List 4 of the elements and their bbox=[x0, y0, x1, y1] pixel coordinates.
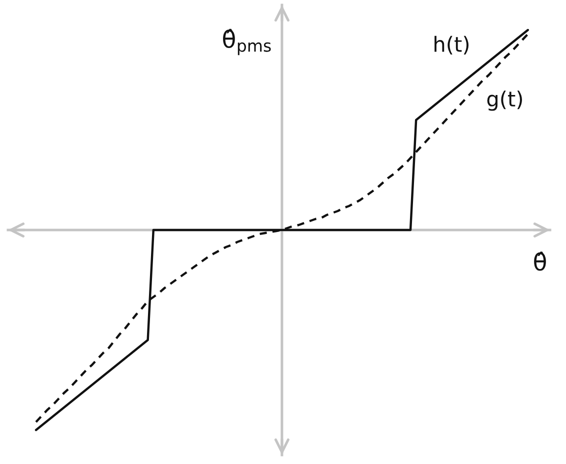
series-label: h(t) bbox=[434, 36, 469, 54]
x-axis-title: θ̂ bbox=[534, 252, 546, 271]
y-axis-title: θ̂$_{pms}$ bbox=[223, 28, 271, 56]
series-label: g(t) bbox=[487, 90, 522, 111]
